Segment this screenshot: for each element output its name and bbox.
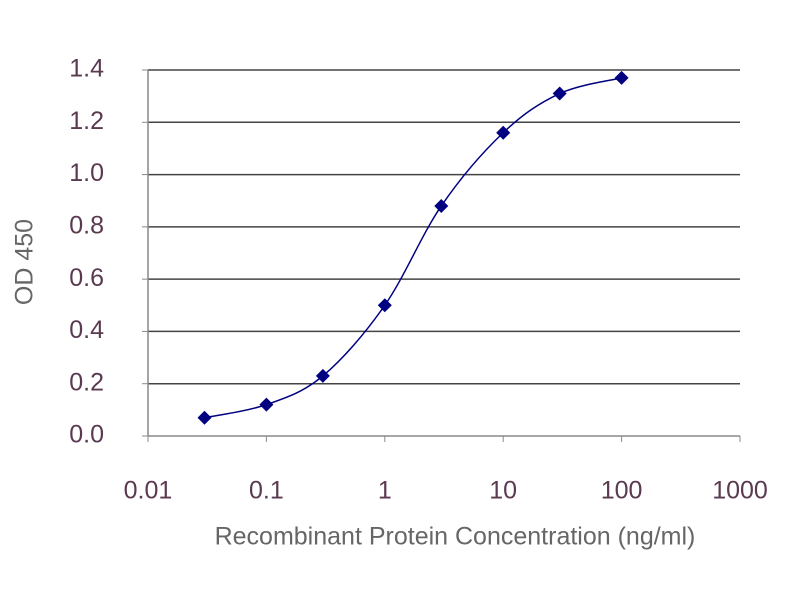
x-axis-title: Recombinant Protein Concentration (ng/ml… <box>215 523 696 551</box>
data-point <box>434 198 449 213</box>
data-point <box>315 368 330 383</box>
y-tick-label: 1.2 <box>69 107 104 135</box>
curve <box>204 77 622 419</box>
y-tick-label: 0.6 <box>69 264 104 292</box>
x-tick-label: 10 <box>489 477 517 505</box>
y-tick-label: 1.0 <box>69 159 104 187</box>
x-tick-label: 0.01 <box>124 477 173 505</box>
x-tick-label: 1 <box>378 477 392 505</box>
data-point <box>197 410 212 425</box>
x-tick-label: 1000 <box>712 477 768 505</box>
y-tick-label: 0.8 <box>69 211 104 239</box>
data-point <box>377 298 392 313</box>
data-point <box>496 125 511 140</box>
data-point <box>259 397 274 412</box>
data-point <box>614 70 629 85</box>
y-tick-label: 0.0 <box>69 421 104 449</box>
y-tick-label: 0.2 <box>69 368 104 396</box>
data-point <box>552 86 567 101</box>
y-tick-label: 1.4 <box>69 55 104 83</box>
y-tick-label: 0.4 <box>69 316 104 344</box>
x-tick-label: 100 <box>601 477 643 505</box>
y-axis-title: OD 450 <box>11 219 39 305</box>
x-tick-label: 0.1 <box>249 477 284 505</box>
